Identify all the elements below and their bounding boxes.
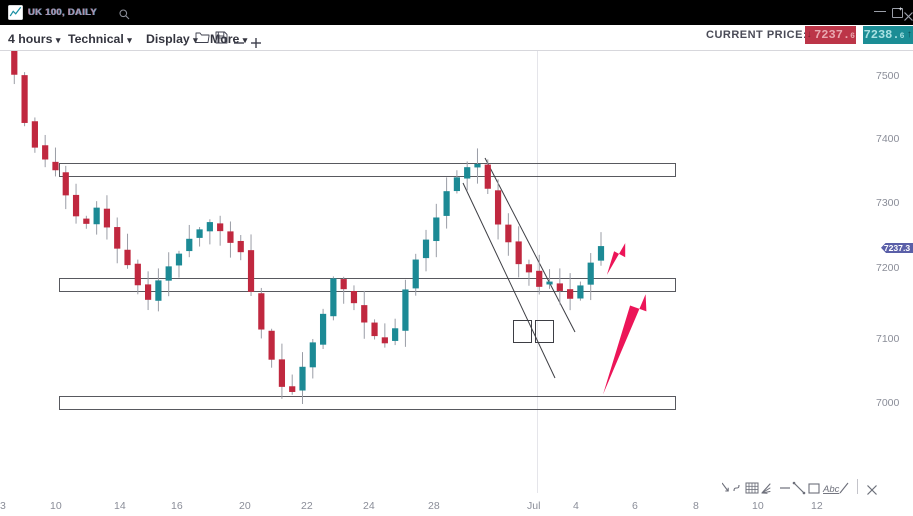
svg-text:Abc: Abc — [822, 484, 840, 495]
